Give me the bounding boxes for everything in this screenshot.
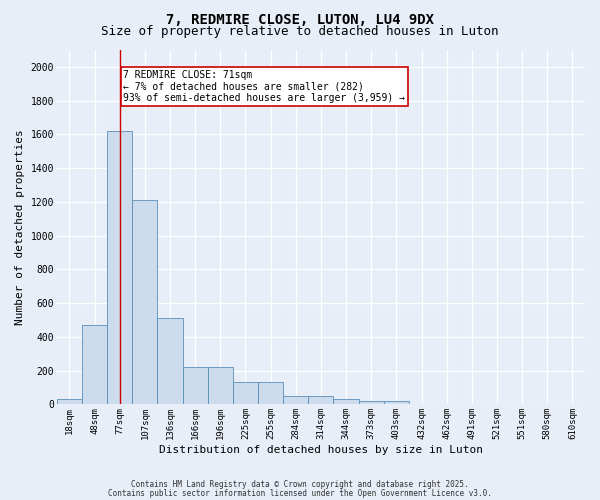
Bar	[57, 400, 82, 404]
Bar	[359, 401, 384, 404]
Bar	[308, 396, 334, 404]
Y-axis label: Number of detached properties: Number of detached properties	[15, 130, 25, 325]
Bar	[258, 382, 283, 404]
Bar	[132, 200, 157, 404]
Text: Size of property relative to detached houses in Luton: Size of property relative to detached ho…	[101, 25, 499, 38]
Text: 7 REDMIRE CLOSE: 71sqm
← 7% of detached houses are smaller (282)
93% of semi-det: 7 REDMIRE CLOSE: 71sqm ← 7% of detached …	[124, 70, 406, 104]
Text: Contains HM Land Registry data © Crown copyright and database right 2025.: Contains HM Land Registry data © Crown c…	[131, 480, 469, 489]
Bar	[208, 368, 233, 405]
Bar	[157, 318, 182, 404]
Text: 7, REDMIRE CLOSE, LUTON, LU4 9DX: 7, REDMIRE CLOSE, LUTON, LU4 9DX	[166, 12, 434, 26]
Bar	[334, 400, 359, 404]
Bar	[283, 396, 308, 404]
Bar	[233, 382, 258, 404]
Bar	[182, 368, 208, 405]
Bar	[107, 131, 132, 404]
X-axis label: Distribution of detached houses by size in Luton: Distribution of detached houses by size …	[159, 445, 483, 455]
Bar	[384, 401, 409, 404]
Bar	[82, 325, 107, 404]
Text: Contains public sector information licensed under the Open Government Licence v3: Contains public sector information licen…	[108, 488, 492, 498]
